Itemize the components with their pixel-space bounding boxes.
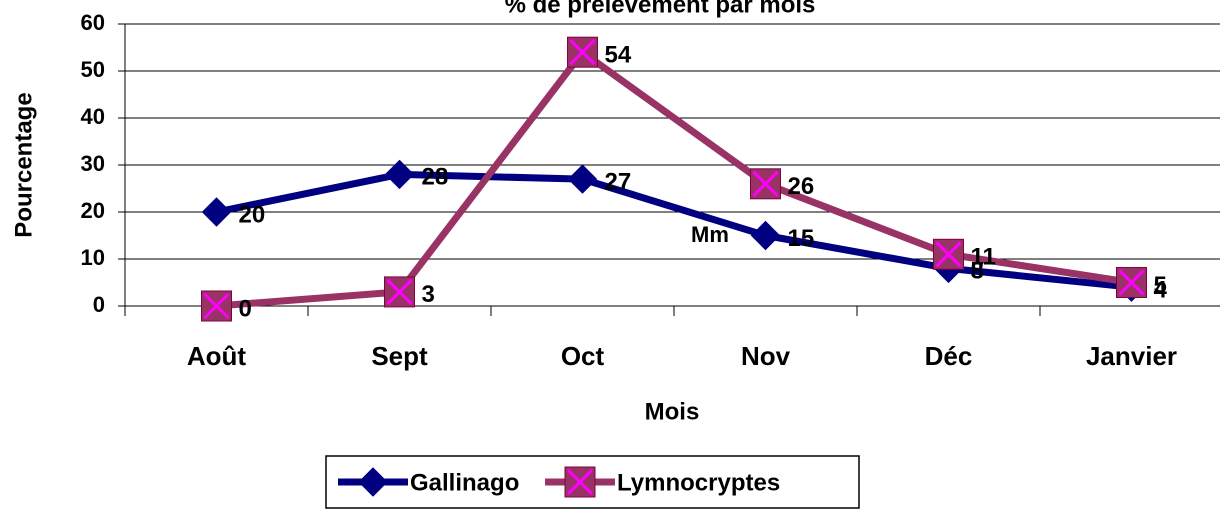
x-tick-label: Août — [187, 341, 247, 371]
y-tick-label: 30 — [81, 151, 105, 176]
y-tick-label: 50 — [81, 57, 105, 82]
series-line — [216, 48, 1133, 310]
marker — [933, 238, 964, 270]
marker-part — [569, 39, 596, 66]
legend-marker — [564, 466, 596, 498]
legend-marker — [358, 467, 388, 497]
data-label: 26 — [788, 173, 815, 200]
marker — [1116, 267, 1147, 298]
marker — [567, 164, 598, 194]
marker-part — [203, 292, 230, 320]
x-tick-label: Nov — [741, 341, 791, 371]
data-label: 5 — [1154, 272, 1167, 299]
data-label: 20 — [239, 201, 266, 228]
data-label: 54 — [605, 42, 632, 69]
y-tick-label: 0 — [93, 292, 105, 317]
y-tick-label: 40 — [81, 104, 105, 129]
marker-part — [935, 241, 962, 268]
marker — [201, 197, 232, 227]
legend-marker-part — [566, 468, 594, 496]
x-axis-label: Mois — [645, 398, 700, 425]
y-axis-label: Pourcentage — [10, 92, 37, 237]
marker — [384, 159, 415, 190]
marker-part — [386, 278, 413, 305]
x-tick-label: Oct — [561, 341, 605, 371]
y-tick-label: 10 — [81, 245, 105, 270]
data-label: 27 — [605, 168, 632, 195]
marker-part — [1118, 269, 1145, 296]
data-label: 11 — [971, 244, 996, 271]
annotation: Mm — [691, 222, 729, 247]
marker — [384, 276, 415, 308]
marker — [750, 220, 781, 251]
legend-label: Lymnocryptes — [617, 469, 780, 496]
marker-part — [752, 170, 779, 197]
series-line — [215, 170, 1132, 291]
data-label: 3 — [422, 281, 435, 308]
marker — [567, 36, 598, 68]
data-label: 4 — [1154, 277, 1168, 304]
x-tick-label: Déc — [925, 341, 973, 371]
data-label: 15 — [788, 225, 815, 252]
data-label: 28 — [422, 164, 449, 191]
data-label: 0 — [239, 295, 252, 322]
data-label: 8 — [971, 258, 984, 285]
marker — [750, 168, 781, 200]
y-tick-label: 20 — [81, 198, 105, 223]
legend-label: Gallinago — [410, 469, 519, 496]
y-tick-label: 60 — [81, 10, 105, 35]
chart-title: % de prélèvement par mois — [505, 0, 816, 18]
x-tick-label: Janvier — [1086, 341, 1177, 371]
x-tick-label: Sept — [371, 341, 428, 371]
marker — [201, 290, 232, 322]
